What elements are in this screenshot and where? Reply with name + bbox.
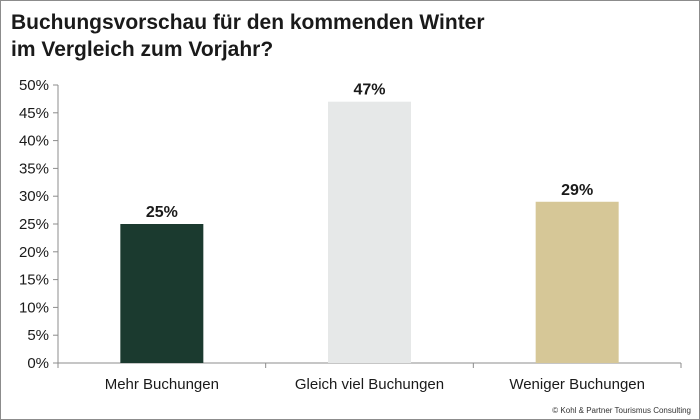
bars — [120, 101, 619, 364]
data-labels: 25% 47% 29% — [146, 82, 593, 221]
y-tick-label: 30% — [19, 188, 49, 205]
chart-title-line-2: im Vergleich zum Vorjahr? — [11, 38, 274, 61]
chart-title: Buchungsvorschau für den kommenden Winte… — [11, 9, 571, 63]
y-tick-label: 10% — [19, 299, 49, 316]
y-tick-label: 0% — [27, 355, 49, 372]
y-tick-label: 15% — [19, 272, 49, 289]
y-tick-label: 50% — [19, 77, 49, 94]
x-category-label: Gleich viel Buchungen — [295, 376, 444, 393]
bar-value-label: 25% — [146, 204, 178, 221]
y-tick-label: 20% — [19, 244, 49, 261]
y-tick-label: 25% — [19, 216, 49, 233]
chart-title-line-1: Buchungsvorschau für den kommenden Winte… — [11, 11, 485, 34]
bar — [535, 201, 619, 363]
y-tick-label: 5% — [27, 327, 49, 344]
y-tick-label: 45% — [19, 105, 49, 122]
y-tick-label: 40% — [19, 133, 49, 150]
bar-value-label: 29% — [561, 182, 593, 199]
y-tick-label: 35% — [19, 160, 49, 177]
bar — [328, 101, 411, 364]
copyright-note: © Kohl & Partner Tourismus Consulting — [552, 406, 691, 415]
x-category-label: Weniger Buchungen — [509, 376, 645, 393]
bar-value-label: 47% — [353, 82, 385, 99]
x-category-label: Mehr Buchungen — [105, 376, 219, 393]
bar — [120, 224, 204, 363]
y-axis: 0% 5% 10% 15% 20% 25% 30% 35% 40% 45% 50% — [19, 77, 59, 372]
x-axis: Mehr Buchungen Gleich viel Buchungen Wenig… — [57, 362, 682, 393]
